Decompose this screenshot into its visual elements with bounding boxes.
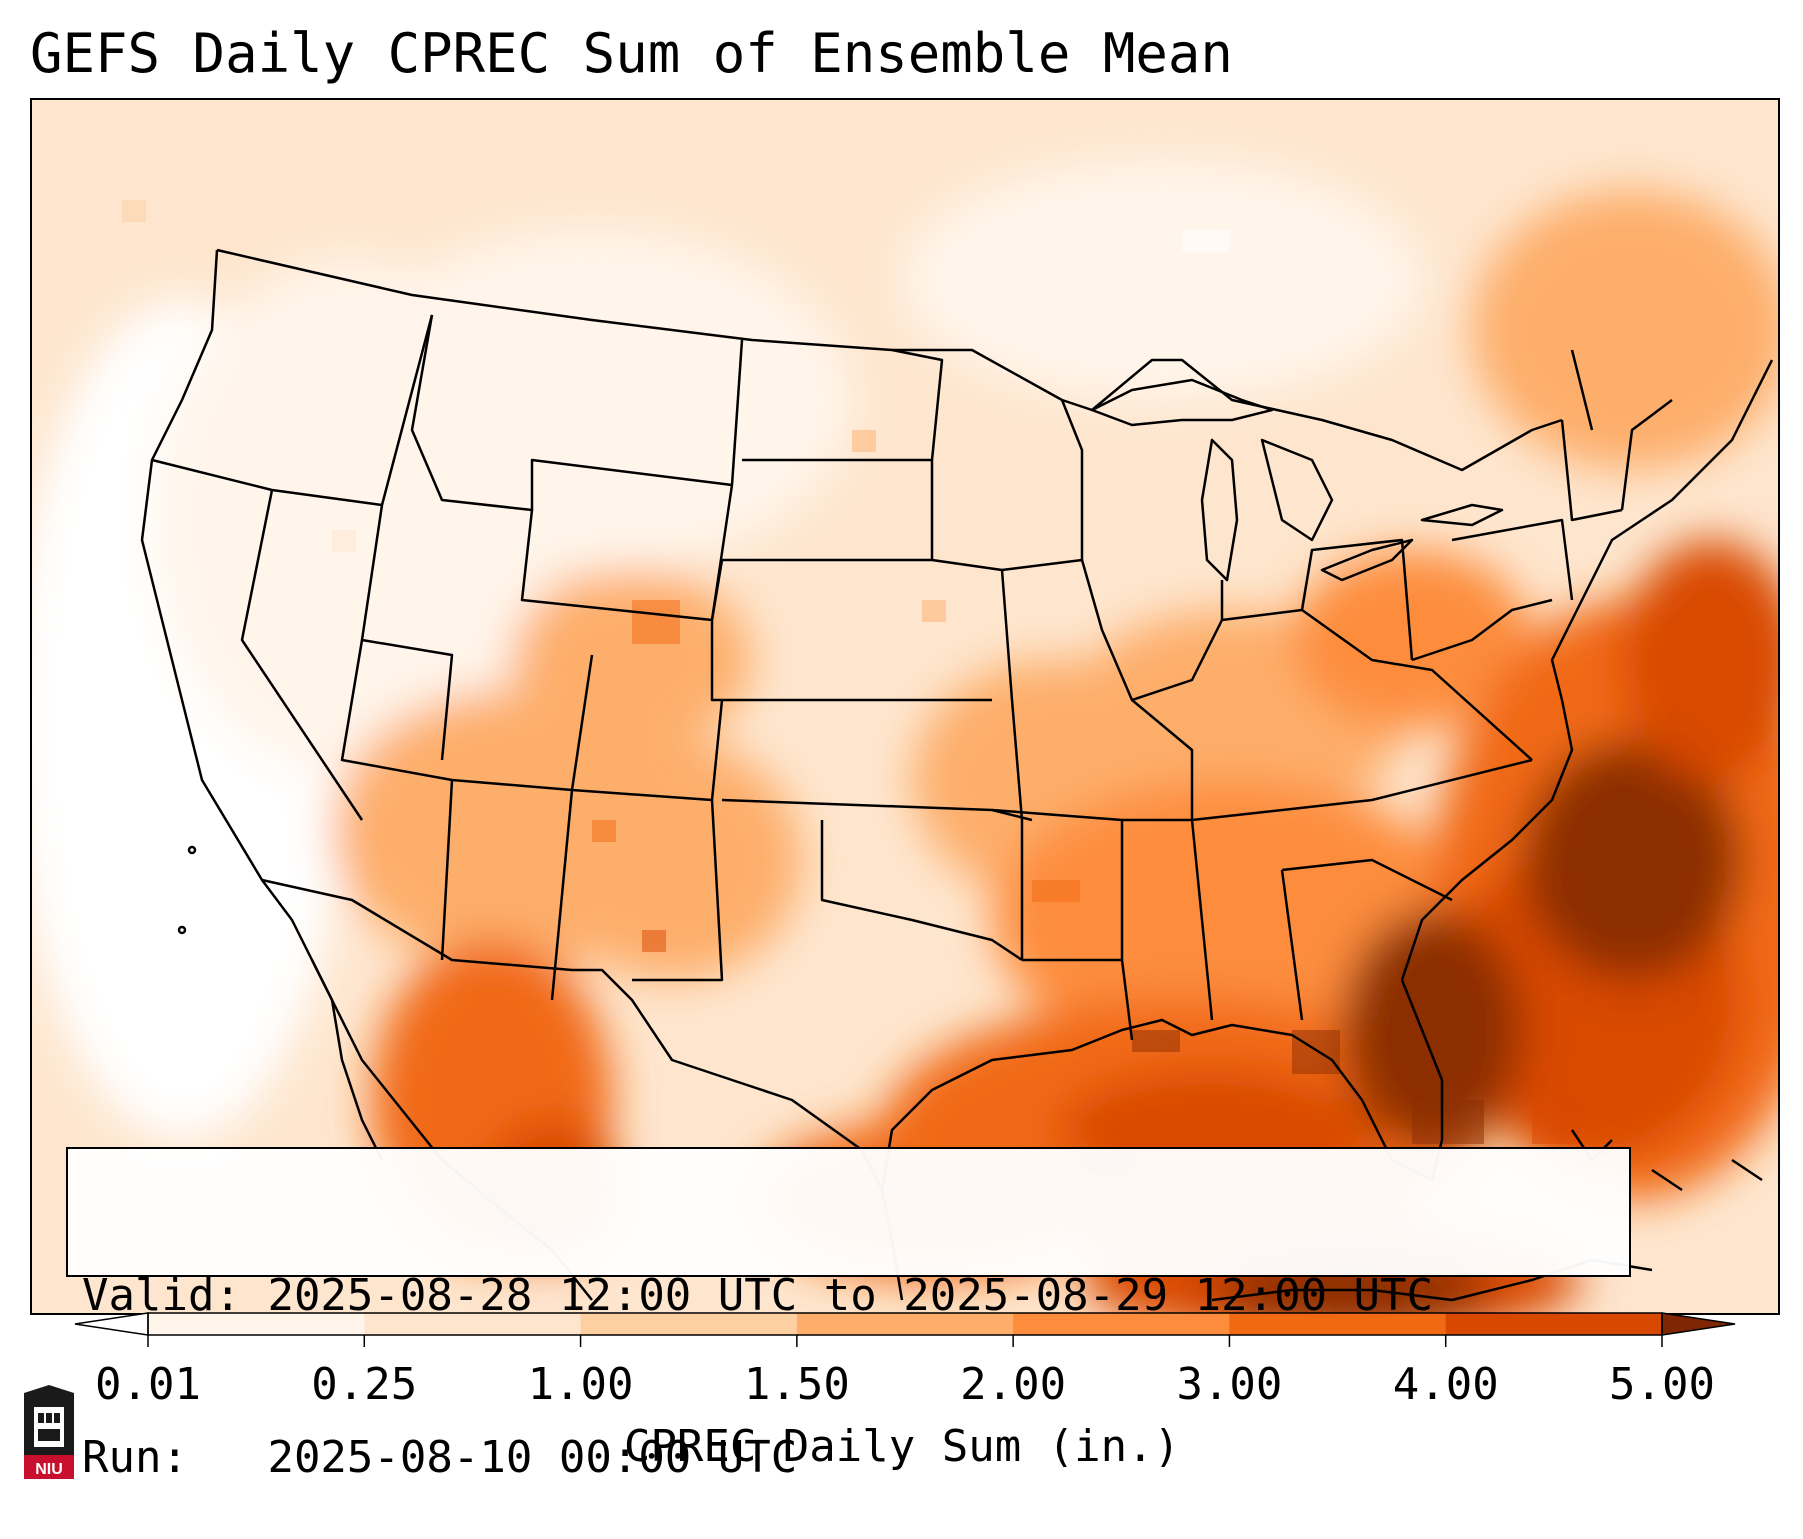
- colorbar-segment: [796, 1313, 1014, 1335]
- lake-huron: [1260, 438, 1334, 542]
- colorbar-ticks: [147, 1335, 1663, 1347]
- colorbar-tick-label: 2.00: [960, 1359, 1067, 1410]
- logo-text: NIU: [35, 1461, 63, 1478]
- colorbar-tick-label: 0.25: [311, 1359, 418, 1410]
- lake-ontario: [1420, 503, 1504, 527]
- colorbar-tick-label: 0.01: [95, 1359, 201, 1410]
- baja-coast: [310, 959, 384, 1161]
- colorbar-under-triangle: [74, 1312, 149, 1336]
- run-value: 2025-08-10 00:00 UTC: [267, 1432, 798, 1483]
- niu-logo: NIU: [24, 1385, 74, 1479]
- colorbar-segment: [1229, 1313, 1447, 1335]
- run-label: Run:: [82, 1432, 188, 1483]
- colorbar-tick-label: 1.50: [743, 1359, 850, 1410]
- grid-cells: [122, 200, 1580, 1172]
- us-canada-border: [216, 248, 1563, 472]
- colorbar-tick-label: 5.00: [1609, 1359, 1715, 1410]
- colorbar-label: CPREC Daily Sum (in.): [623, 1421, 1181, 1472]
- colorbar: [74, 1312, 1736, 1347]
- us-mexico-border: [261, 878, 884, 1191]
- colorbar-segment: [364, 1313, 582, 1335]
- valid-time-box: Valid: 2025-08-28 12:00 UTC to 2025-08-2…: [66, 1147, 1631, 1483]
- run-line: Run: 2025-08-10 00:00 UTC: [82, 1431, 1615, 1485]
- atlantic-coast: [1400, 359, 1774, 981]
- colorbar-outline: [147, 1312, 1663, 1336]
- colorbar-tick-label: 3.00: [1176, 1359, 1283, 1410]
- gulf-coast: [880, 979, 1444, 1191]
- map-panel[interactable]: [30, 98, 1780, 1315]
- colorbar-segment: [1445, 1313, 1663, 1335]
- map-outlines: [140, 248, 1774, 1302]
- logo-band: [24, 1455, 74, 1479]
- precipitation-map: [32, 100, 1778, 1313]
- colorbar-tick-label: 4.00: [1392, 1359, 1499, 1410]
- colorbar-segment: [1013, 1313, 1230, 1335]
- precip-field: [32, 160, 1778, 1313]
- chart-title: GEFS Daily CPREC Sum of Ensemble Mean: [30, 22, 1233, 85]
- colorbar-tick-label: 1.00: [527, 1359, 634, 1410]
- colorbar-segment: [148, 1313, 365, 1335]
- colorbar-over-triangle: [1661, 1312, 1736, 1336]
- lake-superior: [1090, 378, 1274, 427]
- colorbar-segment: [580, 1313, 798, 1335]
- colorbar-segments: [148, 1313, 1663, 1335]
- lake-michigan: [1200, 438, 1239, 582]
